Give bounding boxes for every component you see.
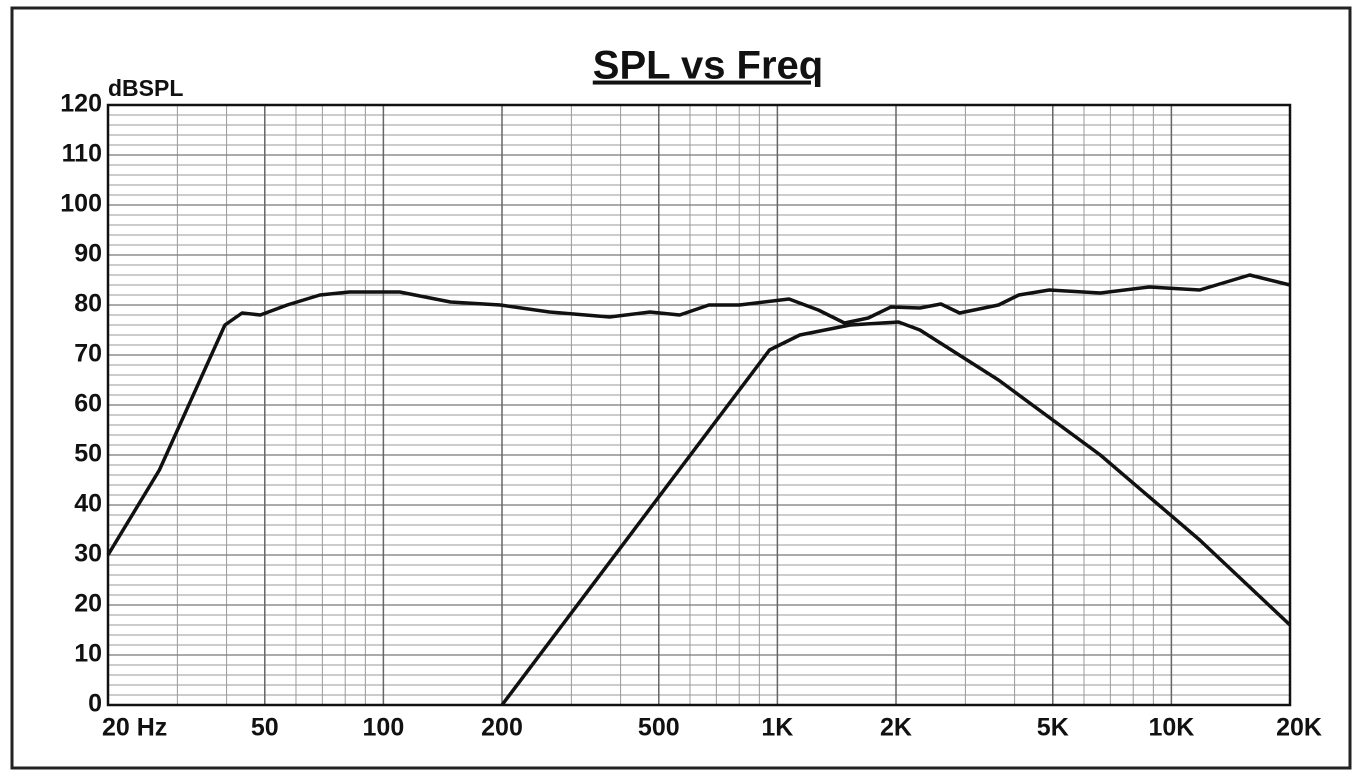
x-tick-label: 2K [880,714,912,742]
chart-title: SPL vs Freq [593,44,823,88]
x-tick-label: 500 [638,714,680,742]
y-tick-label: 120 [60,90,102,118]
plot-border [106,103,1292,707]
y-tick-label: 50 [74,440,102,468]
y-tick-label: 100 [60,190,102,218]
x-tick-label: 100 [363,714,405,742]
x-tick-label: 5K [1037,714,1069,742]
series-line [500,320,1292,707]
y-axis-label: dBSPL [108,75,183,101]
x-tick-label: 200 [481,714,523,742]
x-tick-label: 20K [1276,714,1322,742]
x-tick-label: 50 [251,714,279,742]
y-tick-label: 90 [74,240,102,268]
y-tick-label: 0 [88,690,102,718]
x-tick-label: 10K [1148,714,1194,742]
frame [10,6,1352,770]
y-tick-label: 20 [74,590,102,618]
y-tick-label: 110 [62,140,102,168]
x-tick-label: 20 Hz [102,714,167,742]
y-tick-label: 40 [74,490,102,518]
y-tick-label: 30 [74,540,102,568]
y-tick-label: 80 [74,290,102,318]
y-tick-label: 60 [74,390,102,418]
series-line [106,273,1291,556]
y-tick-label: 10 [74,640,102,668]
x-tick-label: 1K [761,714,793,742]
y-tick-label: 70 [74,340,102,368]
